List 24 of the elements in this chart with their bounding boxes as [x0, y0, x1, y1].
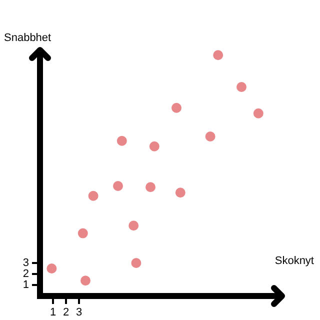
x-tick-label: 1	[50, 306, 56, 319]
point	[113, 181, 123, 191]
point	[175, 188, 186, 198]
y-axis-title: Snabbhet	[4, 32, 52, 44]
point	[80, 276, 90, 286]
point	[131, 258, 142, 268]
y-tick-label: 2	[22, 268, 29, 280]
x-tick-label: 2	[62, 306, 70, 319]
point	[205, 132, 216, 142]
point	[78, 228, 88, 238]
point	[236, 82, 246, 92]
y-tick-label: 1	[22, 279, 29, 292]
y-tick-label: 3	[22, 257, 29, 270]
point	[128, 220, 139, 231]
x-tick-label: 3	[76, 306, 82, 319]
point	[149, 141, 160, 152]
point	[172, 102, 182, 113]
x-axis-title: Skoknyt	[274, 255, 314, 267]
point	[88, 190, 98, 201]
point	[253, 108, 264, 118]
point	[146, 182, 156, 192]
point	[46, 264, 57, 274]
point	[213, 50, 224, 60]
point	[116, 136, 127, 146]
